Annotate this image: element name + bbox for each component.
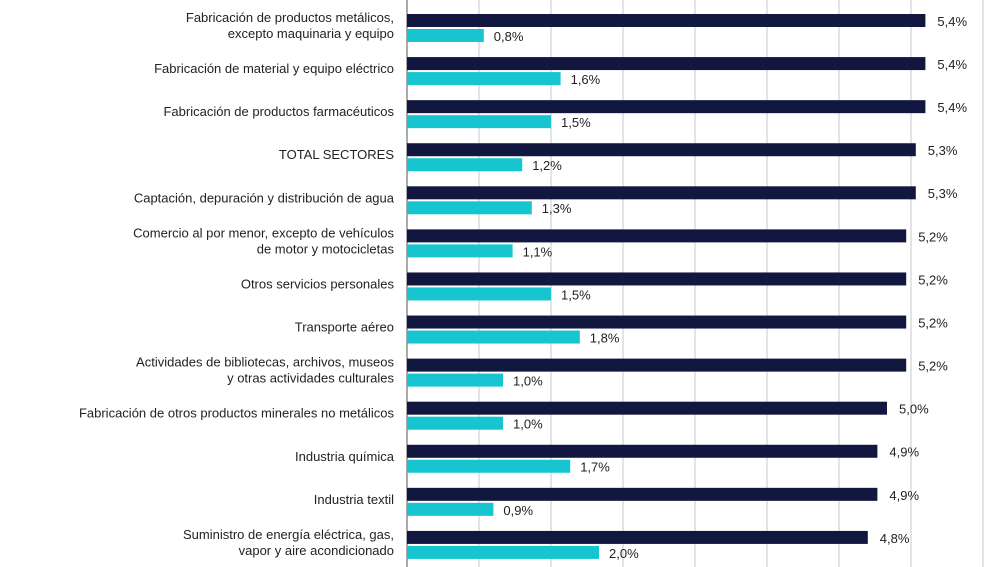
bar: [407, 487, 878, 501]
value-label: 5,2%: [918, 272, 948, 287]
category-label: Fabricación de material y equipo eléctri…: [154, 62, 394, 77]
bar: [407, 100, 926, 114]
bar: [407, 272, 907, 286]
category-label: Industria textil: [314, 492, 394, 507]
category-label: Otros servicios personales: [241, 277, 395, 292]
value-label: 1,3%: [542, 201, 572, 216]
value-label: 2,0%: [609, 546, 639, 561]
bar: [407, 545, 599, 559]
category-label: Fabricación de otros productos minerales…: [79, 406, 395, 421]
bar: [407, 416, 503, 430]
bar: [407, 502, 494, 516]
value-label: 5,3%: [928, 143, 958, 158]
value-label: 1,2%: [532, 158, 562, 173]
value-label: 1,0%: [513, 417, 543, 432]
bar: [407, 29, 484, 42]
value-label: 5,3%: [928, 186, 958, 201]
value-label: 1,8%: [590, 330, 620, 345]
bar: [407, 143, 916, 157]
value-label: 1,7%: [580, 460, 610, 475]
bar: [407, 158, 523, 172]
bar: [407, 57, 926, 71]
value-label: 1,5%: [561, 287, 591, 302]
bar: [407, 444, 878, 458]
value-label: 5,4%: [937, 100, 967, 115]
bar: [407, 229, 907, 243]
category-label: Transporte aéreo: [295, 320, 394, 335]
value-label: 1,6%: [571, 72, 601, 87]
value-label: 5,2%: [918, 359, 948, 374]
bar: [407, 401, 887, 415]
category-label: Fabricación de productos metálicos, excep…: [186, 10, 394, 41]
value-label: 5,4%: [937, 14, 967, 29]
bar: [407, 72, 561, 86]
bar: [407, 244, 513, 258]
value-label: 4,9%: [889, 488, 919, 503]
value-label: 1,1%: [523, 244, 553, 259]
bar: [407, 201, 532, 215]
category-label: Captación, depuración y distribución de …: [134, 191, 395, 206]
value-label: 1,5%: [561, 115, 591, 130]
value-label: 5,2%: [918, 315, 948, 330]
value-label: 4,9%: [889, 445, 919, 460]
bar: [407, 459, 571, 473]
bar: [407, 287, 551, 301]
category-label: Industria química: [295, 449, 395, 464]
bar: [407, 358, 907, 372]
bar: [407, 115, 551, 129]
category-label: Fabricación de productos farmacéuticos: [163, 105, 394, 120]
bar: [407, 186, 916, 200]
value-label: 1,0%: [513, 374, 543, 389]
value-label: 5,0%: [899, 402, 929, 417]
bar: [407, 530, 868, 544]
category-label: Suministro de energía eléctrica, gas, vap…: [183, 527, 394, 558]
value-label: 4,8%: [880, 531, 910, 546]
value-label: 5,4%: [937, 57, 967, 72]
value-label: 5,2%: [918, 229, 948, 244]
value-label: 0,9%: [503, 503, 533, 518]
bar: [407, 315, 907, 329]
category-label: Actividades de bibliotecas, archivos, mu…: [136, 355, 394, 386]
category-label: Comercio al por menor, excepto de vehícu…: [133, 226, 394, 257]
bar: [407, 14, 926, 27]
bar: [407, 330, 580, 344]
category-label: TOTAL SECTORES: [279, 148, 394, 163]
bar: [407, 373, 503, 387]
value-label: 0,8%: [494, 29, 524, 44]
